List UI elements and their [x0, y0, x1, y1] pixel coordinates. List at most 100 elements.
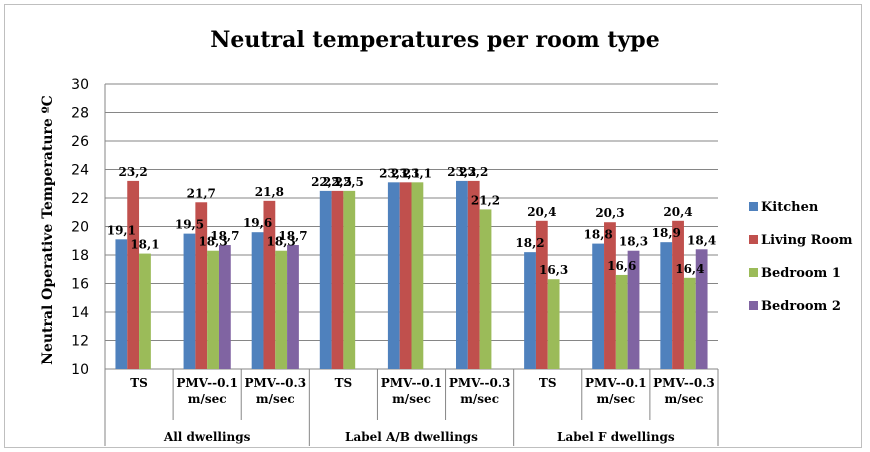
- bar-bedroom-1: [411, 182, 424, 369]
- x-tick-label: PMV--0.1: [381, 376, 443, 390]
- y-tick-label: 20: [71, 220, 89, 236]
- x-tick-label: TS: [130, 376, 148, 390]
- data-label: 21,8: [255, 185, 284, 199]
- legend-swatch: [749, 301, 758, 310]
- y-tick-label: 18: [71, 248, 89, 264]
- bar-kitchen: [387, 182, 400, 369]
- x-tick-label: m/sec: [392, 392, 431, 406]
- data-label: 18,3: [267, 235, 296, 249]
- bar-kitchen: [592, 243, 605, 369]
- bar-living-room: [604, 222, 616, 369]
- data-label: 21,2: [471, 193, 500, 207]
- x-tick-label: PMV--0.3: [653, 376, 715, 390]
- bar-living-room: [195, 202, 208, 369]
- legend-swatch: [749, 235, 758, 244]
- data-label: 23,1: [403, 166, 432, 180]
- data-label: 18,7: [210, 229, 239, 243]
- data-label: 18,3: [198, 235, 227, 249]
- legend-label: Living Room: [761, 233, 853, 248]
- data-label: 18,7: [278, 229, 307, 243]
- chart-frame: [4, 4, 862, 448]
- data-label: 20,4: [663, 205, 692, 219]
- bar-living-room: [263, 200, 276, 369]
- data-label: 21,7: [187, 186, 216, 200]
- bar-bedroom-1: [615, 274, 628, 369]
- bar-bedroom-2: [287, 245, 299, 369]
- data-label: 18,8: [584, 228, 613, 242]
- data-label: 16,6: [607, 259, 636, 273]
- data-label: 23,2: [447, 165, 476, 179]
- data-label: 23,1: [391, 166, 420, 180]
- y-tick-label: 12: [71, 334, 89, 350]
- bar-bedroom-1: [479, 209, 492, 369]
- legend-label: Bedroom 2: [761, 299, 841, 314]
- bar-kitchen: [524, 252, 536, 369]
- bar-kitchen: [183, 233, 196, 369]
- data-label: 19,6: [243, 216, 272, 230]
- data-label: 18,1: [130, 238, 159, 252]
- data-label: 18,9: [652, 226, 681, 240]
- y-tick-label: 16: [71, 277, 89, 293]
- y-tick-label: 26: [71, 134, 89, 150]
- data-label: 22,5: [335, 175, 364, 189]
- bar-bedroom-2: [218, 245, 231, 369]
- bar-living-room: [467, 180, 480, 369]
- data-label: 19,1: [107, 223, 136, 237]
- x-tick-label: m/sec: [256, 392, 295, 406]
- bar-living-room: [127, 180, 140, 369]
- data-label: 16,4: [675, 262, 704, 276]
- y-tick-label: 14: [71, 305, 89, 321]
- x-tick-label: TS: [539, 376, 557, 390]
- bar-bedroom-1: [683, 277, 696, 369]
- data-label: 16,3: [539, 263, 568, 277]
- data-label: 22,5: [311, 175, 340, 189]
- bar-bedroom-2: [695, 249, 708, 369]
- bar-bedroom-1: [207, 250, 219, 369]
- x-tick-label: m/sec: [665, 392, 704, 406]
- x-tick-label: m/sec: [596, 392, 635, 406]
- legend-swatch: [749, 202, 758, 211]
- y-tick-label: 24: [71, 163, 89, 179]
- data-label: 22,5: [323, 175, 352, 189]
- x-group-label: Label A/B dwellings: [345, 430, 478, 444]
- bar-kitchen: [660, 242, 673, 369]
- x-group-label: Label F dwellings: [557, 430, 675, 444]
- x-tick-label: m/sec: [188, 392, 227, 406]
- data-label: 23,2: [119, 165, 148, 179]
- y-tick-label: 30: [71, 77, 89, 93]
- chart-title: Neutral temperatures per room type: [210, 27, 660, 53]
- bar-bedroom-1: [547, 279, 560, 369]
- data-label: 23,1: [379, 166, 408, 180]
- bar-kitchen: [319, 190, 332, 369]
- bar-bedroom-1: [343, 190, 356, 369]
- bar-bedroom-2: [627, 250, 640, 369]
- bar-kitchen: [251, 232, 264, 369]
- data-label: 20,4: [527, 205, 556, 219]
- y-tick-label: 10: [71, 362, 89, 378]
- bar-living-room: [535, 220, 548, 369]
- legend-label: Kitchen: [761, 200, 819, 215]
- y-tick-label: 22: [71, 191, 89, 207]
- x-tick-label: m/sec: [460, 392, 499, 406]
- data-label: 20,3: [595, 206, 624, 220]
- data-label: 19,5: [175, 218, 204, 232]
- bar-living-room: [331, 190, 344, 369]
- x-tick-label: PMV--0.3: [449, 376, 511, 390]
- data-label: 18,4: [687, 233, 716, 247]
- x-tick-label: PMV--0.1: [585, 376, 647, 390]
- x-tick-label: PMV--0.3: [244, 376, 306, 390]
- legend-label: Bedroom 1: [761, 266, 841, 281]
- bar-living-room: [672, 220, 684, 369]
- bar-bedroom-1: [139, 253, 151, 369]
- x-tick-label: TS: [335, 376, 353, 390]
- x-group-label: All dwellings: [163, 430, 251, 444]
- data-label: 18,2: [515, 236, 544, 250]
- x-tick-label: PMV--0.1: [176, 376, 238, 390]
- y-tick-label: 28: [71, 106, 89, 122]
- bar-kitchen: [115, 239, 128, 369]
- legend-swatch: [749, 268, 758, 277]
- bar-living-room: [399, 182, 412, 369]
- data-label: 23,2: [459, 165, 488, 179]
- bar-kitchen: [456, 180, 468, 369]
